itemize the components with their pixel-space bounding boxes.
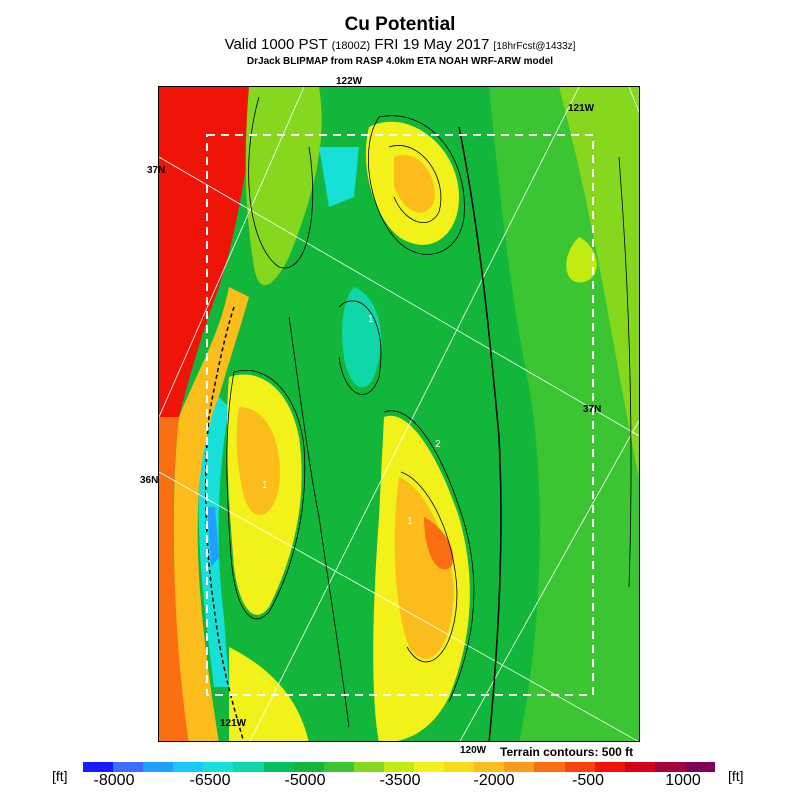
lon-label-121w-sw: 121W: [220, 718, 247, 729]
colorbar-tick: -3500: [379, 772, 421, 789]
valid-time-line: Valid 1000 PST (1800Z) FRI 19 May 2017 […: [0, 36, 800, 53]
colorbar-swatch: [83, 762, 114, 772]
map-canvas: [159, 87, 639, 741]
contour-label-1c: 1: [262, 480, 268, 491]
colorbar-swatch: [353, 762, 384, 772]
model-subtitle: DrJack BLIPMAP from RASP 4.0km ETA NOAH …: [246, 56, 554, 67]
central-ridge-orange: [394, 477, 454, 659]
colorbar-tick: 1000: [665, 772, 701, 789]
west-inland-core: [236, 407, 280, 516]
central-cyan: [342, 287, 382, 388]
west-red-north: [159, 87, 259, 417]
north-cyan-patch: [319, 147, 359, 207]
valid-label: Valid 1000 PST: [224, 36, 328, 53]
lat-label-37n-e: 37N: [583, 404, 602, 415]
colorbar-swatch: [233, 762, 264, 772]
lat-lon-grid: [159, 87, 639, 741]
forecast-map: [158, 86, 640, 742]
forecast-date: FRI 19 May 2017: [374, 36, 490, 53]
colorbar-swatch: [143, 762, 174, 772]
colorbar-swatch: [444, 762, 475, 772]
contour-label-1: 1: [368, 314, 374, 325]
colorbar-swatch: [203, 762, 234, 772]
colorbar-swatch: [564, 762, 595, 772]
zulu-time: (1800Z): [331, 40, 371, 52]
central-ridge-core: [424, 517, 454, 570]
colorbar-unit-left: [ft]: [52, 768, 68, 784]
east-field-light: [559, 87, 639, 478]
yellow-patch: [566, 237, 597, 283]
lon-label-121w-ne: 121W: [568, 103, 595, 114]
colorbar-tick: -500: [571, 772, 605, 789]
lon-label-122w: 122W: [336, 76, 363, 87]
south-yellow: [229, 647, 309, 741]
colorbar-tick: -5000: [284, 772, 326, 789]
domain-box: [206, 134, 594, 696]
north-east-core: [394, 155, 435, 213]
colorbar-swatch: [414, 762, 445, 772]
coastline: [204, 306, 245, 741]
terrain-contours: [226, 96, 632, 741]
colorbar-swatch: [323, 762, 354, 772]
colorbar-swatch: [383, 762, 415, 772]
contour-label-2: 2: [435, 439, 441, 450]
colorbar-tick: -6500: [189, 772, 231, 789]
colorbar-swatch: [534, 762, 565, 772]
coastal-yellow: [173, 287, 249, 741]
west-orange-south: [159, 417, 189, 741]
colorbar-swatch: [293, 762, 324, 772]
contour-label-1b: 1: [407, 516, 413, 527]
colorbar-swatch: [594, 762, 625, 772]
colorbar-swatch: [173, 762, 204, 772]
map-title: Cu Potential: [344, 14, 456, 35]
north-west-lobe: [245, 87, 322, 286]
colorbar: [83, 762, 715, 772]
colorbar-tick: -8000: [93, 772, 135, 789]
colorbar-swatch: [113, 762, 144, 772]
colorbar-swatch: [474, 762, 505, 772]
forecast-info: [18hrFcst@1433z]: [493, 41, 576, 52]
colorbar-swatch: [654, 762, 685, 772]
colorbar-swatch: [263, 762, 294, 772]
terrain-note: Terrain contours: 500 ft: [500, 745, 634, 759]
colorbar-unit-right: [ft]: [728, 768, 744, 784]
coastal-blue: [207, 507, 219, 567]
lon-label-120w: 120W: [460, 745, 487, 756]
colorbar-swatch: [684, 762, 715, 772]
colorbar-swatch: [504, 762, 535, 772]
lat-label-36n: 36N: [140, 475, 159, 486]
colorbar-swatch: [624, 762, 655, 772]
lat-label-37n-w: 37N: [147, 165, 166, 176]
colorbar-tick: -2000: [473, 772, 515, 789]
